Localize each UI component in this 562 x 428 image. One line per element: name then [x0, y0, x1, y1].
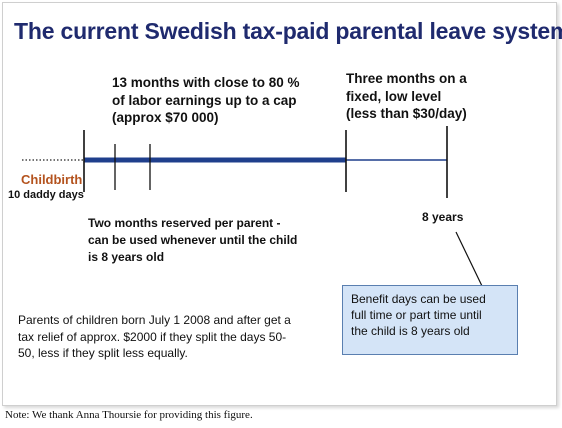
caption-line: is 8 years old: [88, 250, 165, 264]
diagram-title: The current Swedish tax-paid parental le…: [14, 18, 562, 44]
caption-line: Two months reserved per parent -: [88, 216, 281, 230]
callout-line: Benefit days can be used: [351, 292, 486, 306]
paid-period-caption: 13 months with close to 80 % of labor ea…: [112, 74, 300, 127]
childbirth-label: Childbirth: [21, 172, 83, 187]
benefit-callout-box: Benefit days can be used full time or pa…: [342, 285, 518, 355]
caption-line: Three months on a: [346, 71, 467, 86]
text-line: Parents of children born July 1 2008 and…: [18, 313, 291, 327]
text-line: 50, less if they split less equally.: [18, 346, 188, 360]
caption-line: can be used whenever until the child: [88, 233, 298, 247]
caption-line: (less than $30/day): [346, 106, 467, 121]
caption-line: fixed, low level: [346, 88, 442, 104]
caption-line: of labor earnings up to a cap: [112, 92, 297, 108]
footnote: Note: We thank Anna Thoursie for providi…: [5, 409, 253, 421]
low-period-caption: Three months on a fixed, low level (less…: [346, 70, 467, 123]
text-line: tax relief of approx. $2000 if they spli…: [18, 329, 287, 344]
callout-line: full time or part time until: [351, 308, 482, 322]
tax-relief-text: Parents of children born July 1 2008 and…: [18, 312, 291, 362]
caption-line: 13 months with close to 80 %: [112, 75, 300, 90]
daddy-days-label: 10 daddy days: [8, 189, 84, 201]
reserved-months-caption: Two months reserved per parent - can be …: [88, 215, 297, 266]
caption-line: (approx $70 000): [112, 110, 219, 125]
callout-line: the child is 8 years old: [351, 324, 470, 338]
callout-pointer: [455, 231, 483, 287]
eight-years-label: 8 years: [422, 210, 464, 224]
